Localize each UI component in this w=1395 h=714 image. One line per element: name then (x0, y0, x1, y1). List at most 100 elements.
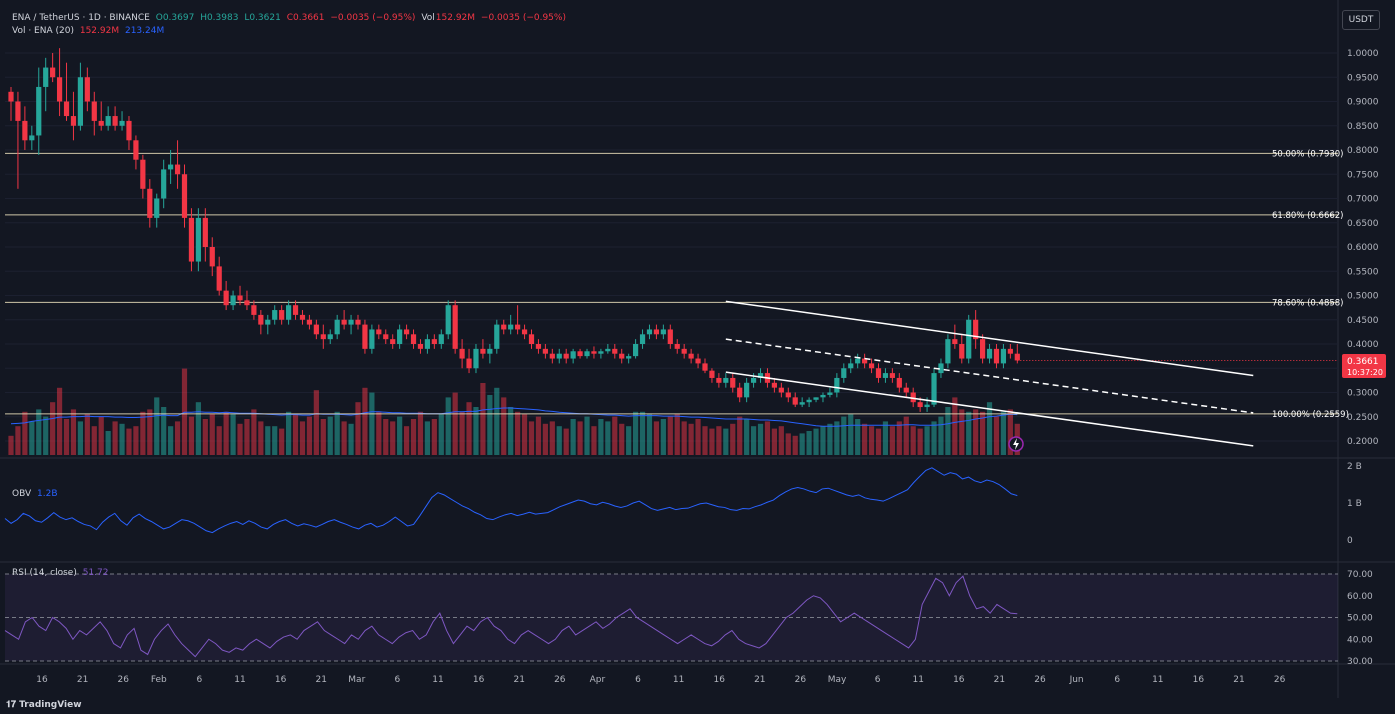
candle-body (119, 120, 125, 126)
price-tick-label: 0.4500 (1347, 316, 1379, 326)
volume-bar (126, 428, 132, 455)
volume-bar (605, 421, 611, 455)
symbol-legend[interactable]: ENA / TetherUS · 1D · BINANCE O0.3697 H0… (12, 13, 569, 23)
price-tick-label: 0.7000 (1347, 195, 1379, 205)
time-tick-label: Apr (590, 675, 606, 685)
candle-body (695, 358, 701, 364)
chart-canvas[interactable]: 50.00% (0.7930)-61.80% (0.6662)-78.60% (… (0, 0, 1395, 698)
channel-upper-line (725, 300, 1254, 377)
volume-bar (889, 426, 895, 455)
volume-bar (639, 411, 646, 455)
price-tick-label: 0.8000 (1347, 146, 1379, 156)
candle-body (778, 387, 784, 393)
volume-bar (43, 416, 49, 455)
time-tick-label: 16 (713, 675, 725, 685)
candle-body (577, 351, 583, 357)
last-price-badge: 0.3661 10:37:20 (1342, 354, 1386, 378)
fibonacci-levels[interactable]: 50.00% (0.7930)-61.80% (0.6662)-78.60% (… (5, 149, 1349, 420)
candle-body (473, 348, 479, 369)
tradingview-logo[interactable]: 𝟏𝟕 TradingView (6, 700, 82, 710)
volume-legend[interactable]: Vol · ENA (20) 152.92M 213.24M (12, 26, 167, 36)
rsi-tick-label: 50.00 (1347, 614, 1373, 624)
candle-body (258, 314, 264, 325)
volume-bar (355, 402, 361, 455)
volume-bar (168, 426, 174, 455)
candle-body (952, 339, 958, 344)
candle-body (272, 310, 278, 320)
volume-bar (646, 414, 653, 455)
obv-tick-label: 2 B (1347, 462, 1362, 472)
volume-bar (362, 387, 368, 455)
tradingview-brand: TradingView (19, 700, 82, 710)
rsi-legend[interactable]: RSI (14, close) 51.72 (12, 568, 112, 578)
candle-body (563, 353, 569, 359)
volume-bar (938, 416, 944, 455)
obv-tick-label: 1 B (1347, 499, 1362, 509)
volume-bar (806, 431, 812, 455)
candle-body (161, 169, 167, 199)
candle-body (376, 329, 382, 335)
candle-body (29, 135, 35, 141)
rsi-legend-value: 51.72 (82, 568, 109, 578)
candle-body (653, 329, 660, 335)
time-tick-label: Feb (151, 675, 167, 685)
candle-body (84, 77, 90, 102)
fib-level-label: 61.80% (0.6662) (1272, 211, 1344, 221)
candle-body (716, 377, 722, 383)
volume-bar (424, 421, 430, 455)
volume-bar (91, 426, 97, 455)
volume-bar (792, 435, 798, 455)
obv-legend[interactable]: OBV 1.2B (12, 489, 61, 499)
rsi-legend-label: RSI (14, close) (12, 568, 77, 578)
volume-bar (306, 416, 313, 455)
candle-body (133, 140, 139, 160)
volume-bar (542, 423, 548, 455)
volume-bar (563, 428, 569, 455)
volume-bar (438, 414, 444, 455)
volume-bar (702, 426, 708, 455)
volume-bar (63, 419, 70, 455)
low-value: L0.3621 (244, 13, 281, 23)
replay-lightning-icon[interactable] (1008, 436, 1024, 452)
candle-body (973, 319, 979, 340)
symbol-title[interactable]: ENA / TetherUS · 1D · BINANCE (12, 13, 150, 23)
candle-body (646, 329, 653, 335)
candle-body (917, 402, 923, 408)
price-axis[interactable]: 1.0000 0.9500 0.9000 0.8500 0.8000 0.7500 0.70… (1347, 49, 1379, 447)
obv-line (4, 467, 1018, 534)
volume-bar (903, 416, 909, 455)
candle-body (737, 387, 743, 398)
last-price-value: 0.3661 (1347, 357, 1379, 367)
volume-bar (286, 411, 292, 455)
time-axis[interactable]: 16 21 26 Feb 6 11 16 21 Mar 6 11 16 21 26 Apr 6 11 16 21 26… (36, 675, 1285, 685)
price-tick-label: 0.5000 (1347, 292, 1379, 302)
volume-bar (667, 416, 673, 455)
candle-body (265, 319, 271, 325)
candle-body (792, 397, 798, 405)
volume-bar (653, 421, 660, 455)
candle-body (591, 351, 597, 354)
volume-bar (15, 426, 21, 455)
candle-body (216, 266, 222, 291)
volume-bar (397, 416, 403, 455)
candle-body (77, 77, 83, 126)
candle-body (410, 334, 417, 344)
obv-pane: 2 B 1 B 0 (4, 462, 1362, 546)
descending-channel-drawing[interactable] (725, 300, 1254, 447)
candle-body (841, 368, 847, 378)
candle-body (362, 324, 368, 349)
volume-bar (626, 426, 632, 455)
volume-bar (244, 419, 250, 455)
candle-body (959, 344, 965, 359)
volume-bar (931, 421, 937, 455)
candle-body (598, 351, 604, 354)
volume-bar (223, 411, 229, 455)
volume-bar (105, 431, 111, 455)
volume-bar (56, 387, 63, 455)
candle-body (730, 377, 736, 388)
candle-body (660, 329, 666, 335)
volume-bar (598, 419, 604, 455)
currency-button[interactable]: USDT (1342, 10, 1380, 30)
volume-bar (778, 426, 784, 455)
